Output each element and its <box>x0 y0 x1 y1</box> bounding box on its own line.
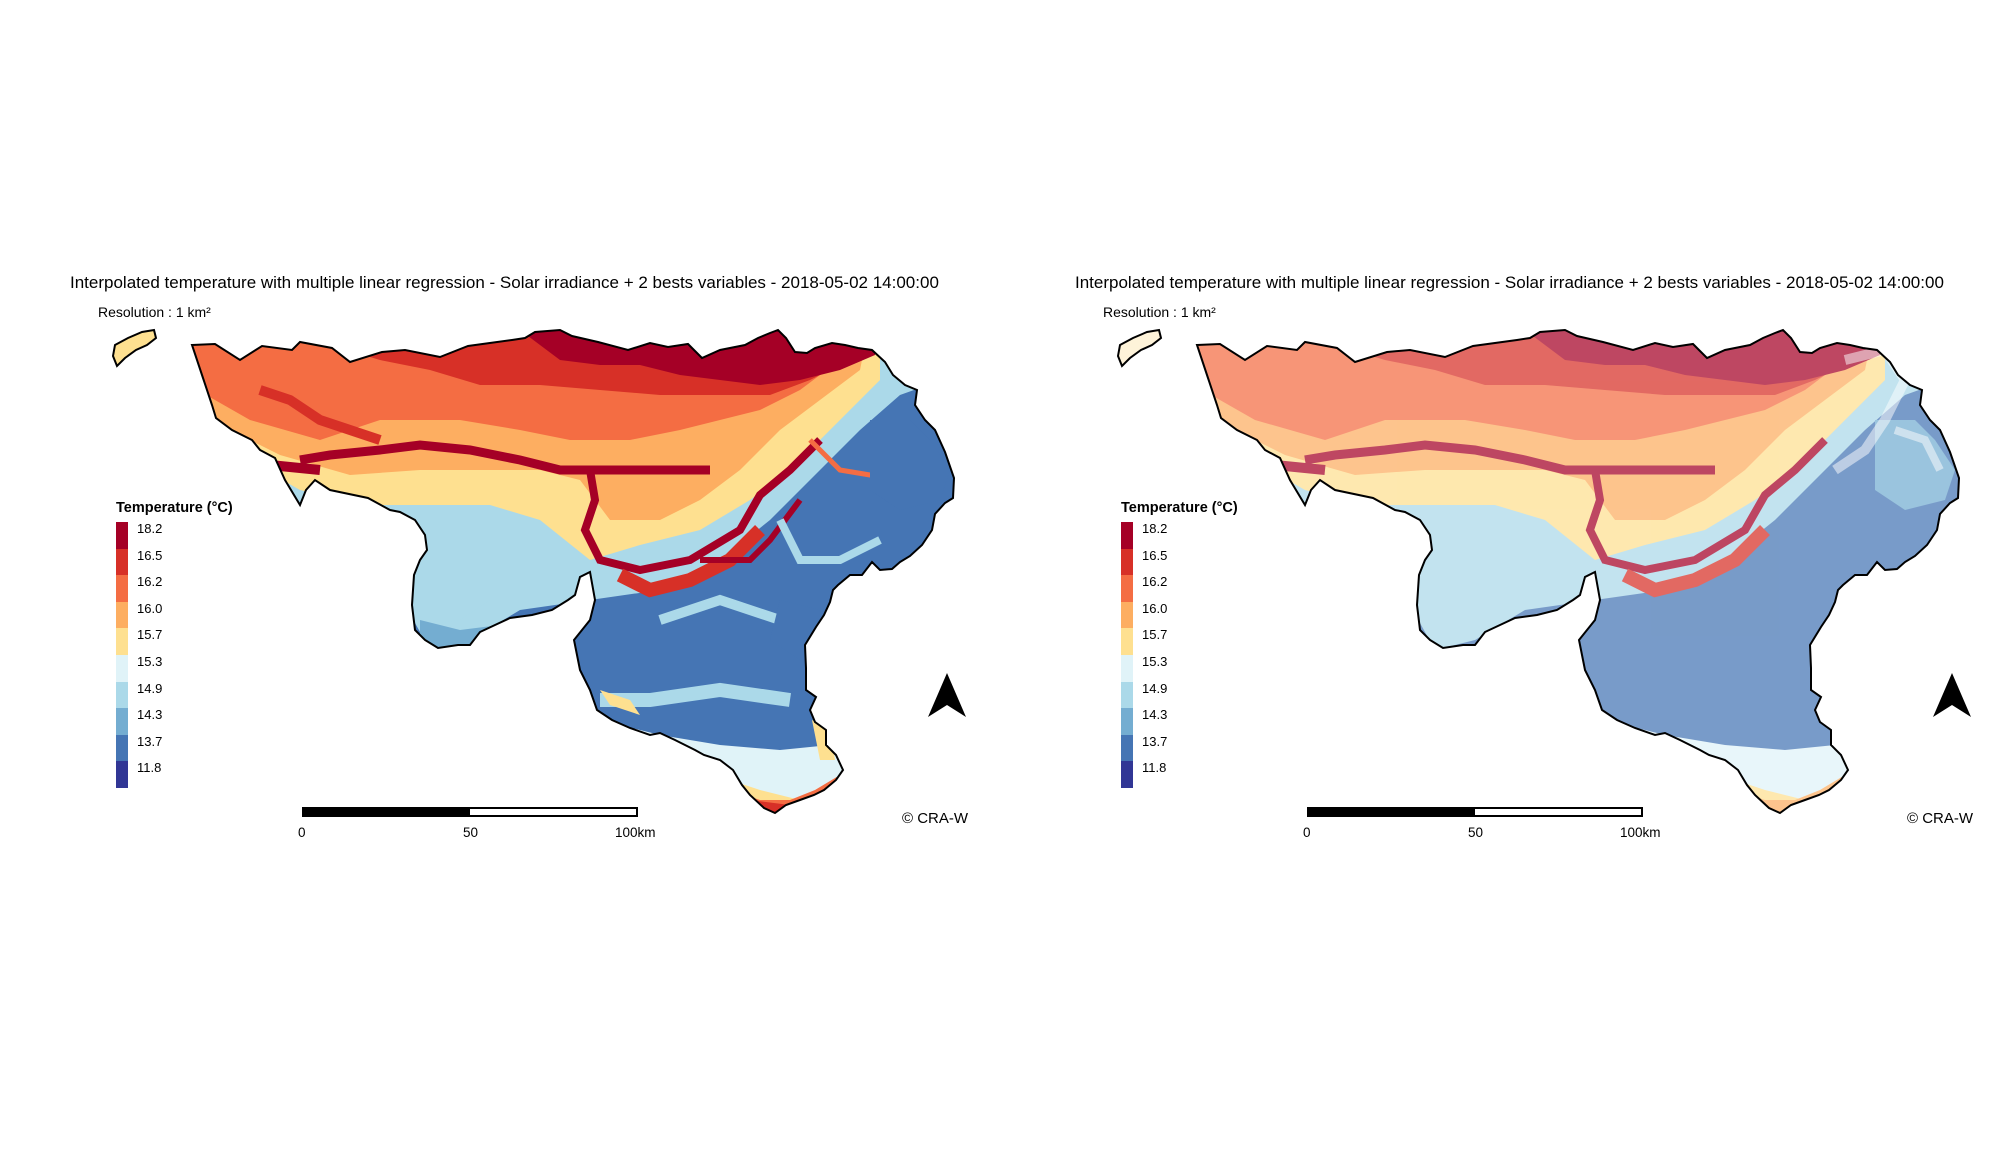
exclave-outline <box>1116 328 1163 368</box>
legend-item: 14.9 <box>1121 680 1238 709</box>
legend-label: 16.0 <box>137 600 163 616</box>
legend-swatch <box>116 522 128 549</box>
legend-swatch <box>1121 548 1133 576</box>
legend-swatch <box>1121 654 1133 682</box>
legend-item: 13.7 <box>116 733 233 762</box>
legend-label: 15.7 <box>1142 627 1168 643</box>
copyright: © CRA-W <box>1907 810 1974 827</box>
scale-bar <box>1307 807 1643 817</box>
legend-swatch <box>1121 734 1133 762</box>
legend-label: 15.3 <box>137 653 163 669</box>
legend-swatch <box>1121 601 1133 629</box>
legend-swatch <box>1121 575 1133 602</box>
legend-item: 15.3 <box>116 653 233 682</box>
scale-label-50: 50 <box>1468 825 1484 840</box>
legend-swatch <box>1121 708 1133 735</box>
resolution-label: Resolution : 1 km² <box>1103 304 1216 320</box>
legend-item: 14.3 <box>116 708 233 735</box>
legend-item: 18.2 <box>116 522 233 549</box>
legend-swatch <box>1121 628 1133 655</box>
legend-swatch <box>116 628 128 655</box>
legend-title: Temperature (°C) <box>1121 500 1238 516</box>
legend-label: 14.3 <box>137 707 163 723</box>
copyright: © CRA-W <box>902 810 969 827</box>
legend-swatch <box>116 734 128 762</box>
legend-item: 18.2 <box>1121 522 1238 549</box>
region-outline <box>190 328 956 815</box>
legend-label: 16.2 <box>1142 574 1168 590</box>
legend-item: 16.2 <box>1121 575 1238 602</box>
north-arrow-icon <box>928 673 966 717</box>
legend-label: 14.9 <box>137 680 163 696</box>
legend-swatch <box>116 601 128 629</box>
scale-label-0: 0 <box>1303 825 1311 840</box>
map-panel-right: Interpolated temperature with multiple l… <box>1005 0 2000 1169</box>
legend-item: 15.3 <box>1121 653 1238 682</box>
legend-item: 15.7 <box>116 628 233 655</box>
map-title: Interpolated temperature with multiple l… <box>70 273 939 292</box>
legend: Temperature (°C) 18.2 16.5 16.2 16.0 15.… <box>116 500 233 788</box>
legend-item: 16.2 <box>116 575 233 602</box>
scale-bar <box>302 807 638 817</box>
legend-item: 11.8 <box>1121 761 1238 788</box>
legend-label: 18.2 <box>1142 521 1168 536</box>
legend-item: 14.9 <box>116 680 233 709</box>
legend-item: 16.0 <box>116 600 233 629</box>
legend-label: 16.5 <box>1142 547 1168 563</box>
legend-label: 13.7 <box>1142 733 1168 749</box>
north-arrow-icon <box>1933 673 1971 717</box>
legend-swatch <box>116 681 128 709</box>
legend-item: 16.0 <box>1121 600 1238 629</box>
legend-title: Temperature (°C) <box>116 500 233 516</box>
legend-label: 14.9 <box>1142 680 1168 696</box>
legend-label: 16.5 <box>137 547 163 563</box>
legend-swatch <box>116 548 128 576</box>
temperature-map <box>111 328 956 815</box>
legend-item: 16.5 <box>116 547 233 576</box>
map-title: Interpolated temperature with multiple l… <box>1075 273 1944 292</box>
legend-item: 14.3 <box>1121 708 1238 735</box>
legend-label: 11.8 <box>1142 760 1167 776</box>
scale-label-0: 0 <box>298 825 306 840</box>
scale-label-50: 50 <box>463 825 479 840</box>
exclave-outline <box>111 328 158 368</box>
legend-label: 15.3 <box>1142 653 1168 669</box>
scale-label-100: 100km <box>615 825 656 840</box>
legend-swatch <box>1121 761 1133 788</box>
temperature-map-hillshade <box>1116 328 1961 815</box>
legend-swatch <box>116 708 128 735</box>
legend-label: 14.3 <box>1142 707 1168 723</box>
legend-label: 16.2 <box>137 574 163 590</box>
legend-swatch <box>116 575 128 602</box>
scale-label-100: 100km <box>1620 825 1661 840</box>
legend-item: 11.8 <box>116 761 233 788</box>
map-panel-left: Interpolated temperature with multiple l… <box>70 273 969 840</box>
resolution-label: Resolution : 1 km² <box>98 304 211 320</box>
legend-swatch <box>116 761 128 788</box>
legend-label: 13.7 <box>137 733 163 749</box>
legend-swatch <box>1121 522 1133 549</box>
legend-label: 18.2 <box>137 521 163 536</box>
region-outline <box>1195 328 1961 815</box>
legend-label: 11.8 <box>137 760 162 776</box>
legend-item: 16.5 <box>1121 547 1238 576</box>
legend: Temperature (°C) 18.2 16.5 16.2 16.0 15.… <box>1121 500 1238 788</box>
legend-swatch <box>1121 681 1133 709</box>
legend-label: 16.0 <box>1142 600 1168 616</box>
legend-item: 13.7 <box>1121 733 1238 762</box>
legend-item: 15.7 <box>1121 628 1238 655</box>
legend-label: 15.7 <box>137 627 163 643</box>
legend-swatch <box>116 654 128 682</box>
